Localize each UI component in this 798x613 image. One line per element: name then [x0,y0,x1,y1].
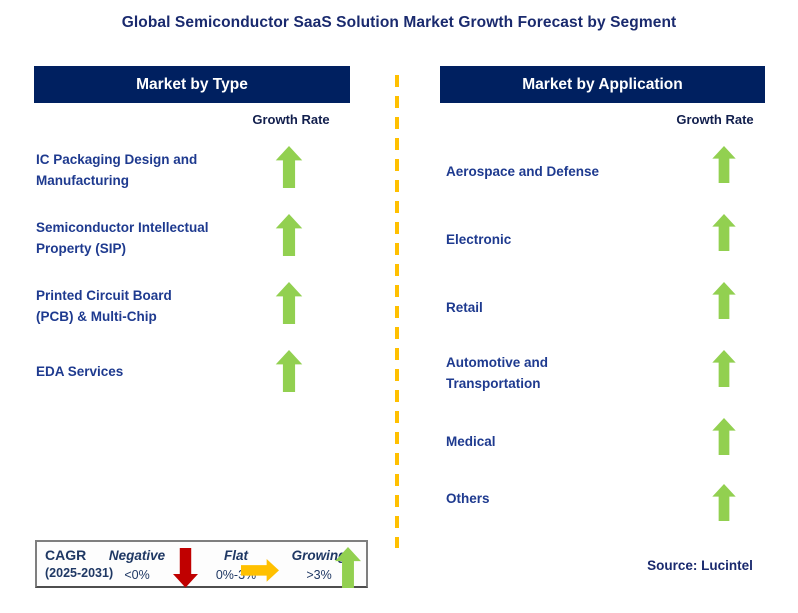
up-arrow-icon [712,418,736,455]
right-arrow-icon [241,559,279,582]
up-arrow-icon [275,282,303,324]
legend-flat-label: Flat [223,548,248,563]
segment-label-aerospace-defense: Aerospace and Defense [446,164,600,179]
cagr-title: CAGR (2025-2031) [45,547,113,580]
up-arrow-icon [335,547,361,589]
segment-label-ic-packaging: IC Packaging Design and Manufacturing [36,152,198,188]
cagr-label: CAGR [45,547,87,563]
legend-negative-range: <0% [124,568,150,582]
up-arrow-icon [275,146,303,188]
up-arrow-icon [275,214,303,256]
dashed-divider [395,75,399,548]
segment-label-electronic: Electronic [446,232,512,247]
up-arrow-icon [712,350,736,387]
segment-label-retail: Retail [446,300,483,315]
up-arrow-icon [712,282,736,319]
segment-label-eda-services: EDA Services [36,364,124,379]
cagr-period: (2025-2031) [45,566,114,580]
market-by-type-header: Market by Type [34,66,350,103]
chart-title: Global Semiconductor SaaS Solution Marke… [121,14,677,31]
segment-label-medical: Medical [446,434,496,449]
down-arrow-icon [173,548,198,588]
segment-label-sip: Semiconductor Intellectual Property (SIP… [36,220,209,256]
market-by-application-header: Market by Application [440,66,765,103]
legend-growing-label: Growing [291,548,347,563]
up-arrow-icon [712,484,736,521]
up-arrow-icon [275,350,303,392]
growth-rate-label-right: Growth Rate [676,112,754,127]
cagr-legend: CAGR (2025-2031) Negative <0% Flat 0%-3%… [35,540,368,589]
up-arrow-icon [712,146,736,183]
source-label: Source: Lucintel [647,558,753,573]
growth-rate-label-left: Growth Rate [252,112,330,127]
segment-label-pcb: Printed Circuit Board (PCB) & Multi-Chip [36,288,172,324]
legend-negative-label: Negative [108,548,166,563]
segment-label-automotive-transportation: Automotive and Transportation [446,355,549,391]
legend-growing-range: >3% [306,568,332,582]
up-arrow-icon [712,214,736,251]
segment-label-others: Others [446,491,490,506]
